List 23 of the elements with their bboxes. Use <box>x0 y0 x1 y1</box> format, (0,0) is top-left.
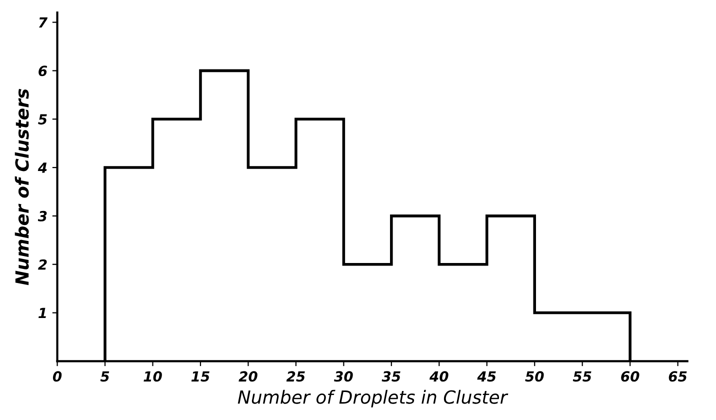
y-tick-label: 7 <box>38 17 48 28</box>
x-tick-label: 50 <box>525 371 544 382</box>
y-tick-label: 6 <box>38 66 48 76</box>
x-tick-label: 65 <box>668 371 687 382</box>
x-tick-label: 45 <box>477 371 496 382</box>
x-tick-label: 0 <box>52 371 62 382</box>
y-tick-label: 1 <box>38 308 46 318</box>
x-tick-label: 35 <box>382 371 400 382</box>
x-tick-label: 10 <box>144 371 162 382</box>
y-tick-label: 4 <box>38 162 47 173</box>
x-axis-title: Number of Droplets in Cluster <box>238 390 508 408</box>
x-tick-label: 55 <box>572 371 592 382</box>
y-tick-label: 3 <box>38 210 47 222</box>
x-tick-label: 25 <box>286 371 305 382</box>
y-tick-label: 2 <box>38 259 47 270</box>
x-tick-label: 20 <box>238 371 258 382</box>
x-tick-label: 5 <box>100 371 110 382</box>
y-tick-label: 5 <box>38 114 47 125</box>
x-tick-label: 40 <box>429 371 448 382</box>
x-tick-label: 60 <box>621 371 640 382</box>
x-tick-label: 15 <box>191 371 210 382</box>
y-axis-title: Number of Clusters <box>14 88 29 286</box>
x-tick-label: 30 <box>334 371 353 382</box>
